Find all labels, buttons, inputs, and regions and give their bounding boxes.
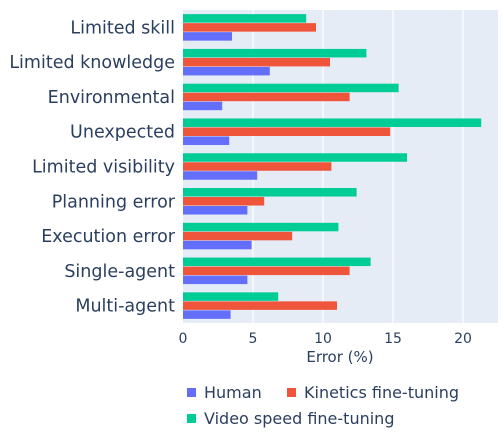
bar [183,266,350,276]
bar [183,197,265,206]
x-tick-label: 15 [384,331,402,347]
bar [183,171,258,180]
bar [183,23,316,32]
legend-label: Human [204,383,262,402]
bar [183,162,332,171]
bar [183,57,330,67]
category-label: Environmental [48,88,175,108]
category-label: Multi-agent [75,297,175,317]
bar [183,153,407,162]
x-tick-label: 5 [249,331,258,347]
bar [183,310,231,319]
bar [183,127,391,136]
bar [183,257,371,267]
bar [183,301,337,310]
legend-swatch [187,388,196,397]
bar [183,206,248,215]
bar [183,118,482,127]
category-label: Unexpected [70,123,175,143]
category-label: Limited skill [70,18,175,38]
bars [183,14,482,319]
category-labels: Limited skill Limited knowledge Environmen… [9,18,175,316]
category-label: Execution error [41,227,176,247]
legend-label: Kinetics fine-tuning [304,383,459,402]
x-tick-label: 10 [314,331,332,347]
bar [183,136,230,145]
category-label: Planning error [52,192,176,212]
legend-swatch [187,414,196,423]
x-tick-label: 0 [179,331,188,347]
x-tick-label: 20 [454,331,472,347]
bar [183,292,279,301]
bar [183,240,252,250]
category-label: Limited visibility [32,158,175,178]
bar [183,275,248,285]
x-tick-labels: 0 5 10 15 20 [179,331,472,347]
bar [183,101,223,111]
category-label: Single-agent [64,262,175,282]
legend-label: Video speed fine-tuning [204,409,394,428]
legend: Human Kinetics fine-tuning Video speed fin… [187,383,459,428]
bar [183,48,367,58]
bar [183,83,399,93]
x-axis-title: Error (%) [306,348,373,366]
bar [183,66,270,76]
category-label: Limited knowledge [9,53,175,73]
bar [183,32,232,41]
bar [183,222,339,232]
bar [183,14,307,23]
bar [183,188,357,197]
legend-swatch [287,388,296,397]
bar [183,231,293,241]
bar [183,92,350,102]
